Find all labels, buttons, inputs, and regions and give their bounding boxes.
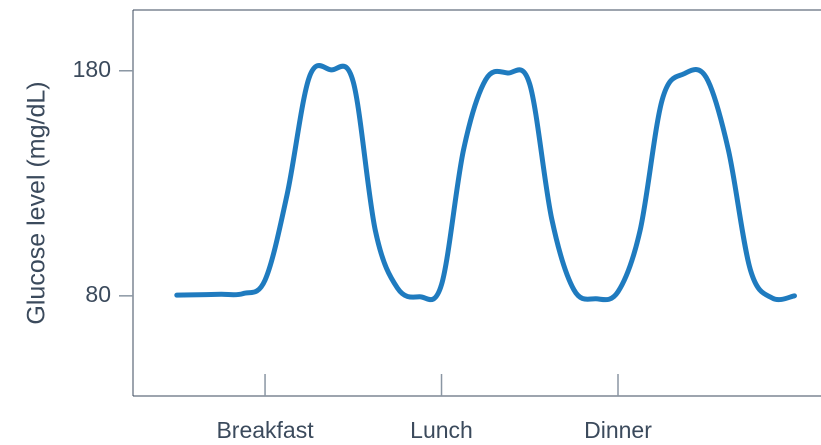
y-tick-label: 80 [85, 281, 111, 307]
y-axis-label: Glucose level (mg/dL) [23, 81, 51, 324]
glucose-line [174, 63, 797, 303]
x-tick-label: Breakfast [216, 417, 314, 443]
x-tick-label: Lunch [410, 417, 473, 443]
y-tick-label: 180 [73, 56, 111, 82]
x-tick-label: Dinner [584, 417, 652, 443]
